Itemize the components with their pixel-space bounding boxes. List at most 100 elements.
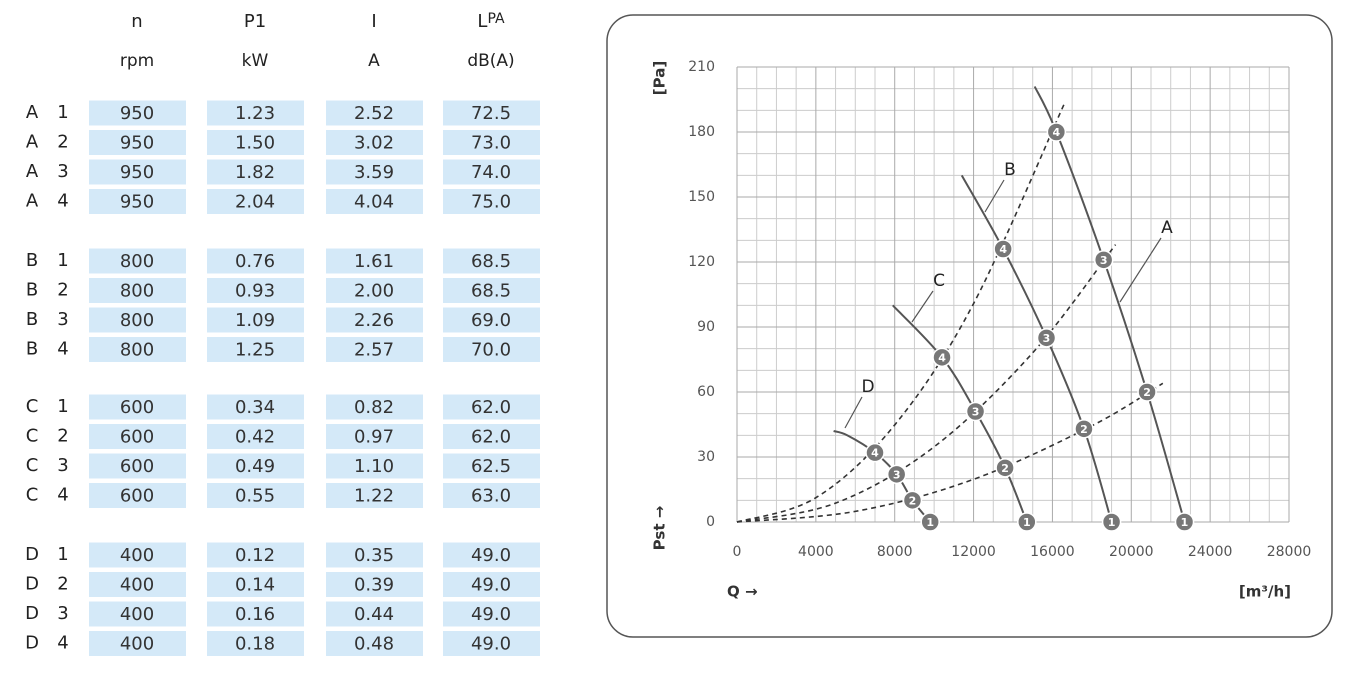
cell-value: 950: [120, 133, 154, 154]
cell-bg: [326, 601, 423, 627]
operating-point: [1101, 512, 1122, 532]
cell-bg: [89, 130, 186, 155]
cell-value: 800: [120, 340, 154, 361]
series-name: D: [861, 377, 874, 397]
row-number: 3: [57, 455, 68, 476]
point-label: 4: [1053, 126, 1061, 139]
cell-value: 62.5: [471, 456, 511, 477]
cell-bg: [326, 130, 423, 155]
cell-bg: [207, 572, 304, 597]
header-main: I: [371, 11, 376, 32]
cell-bg: [207, 337, 304, 362]
row-number: 3: [57, 161, 68, 182]
cell-value: 49.0: [471, 575, 511, 596]
cell-value: 1.61: [354, 251, 394, 272]
cell-value: 950: [120, 192, 154, 213]
cell-bg: [89, 424, 186, 449]
x-tick-label: 12000: [951, 544, 996, 560]
cell-value: 600: [120, 456, 154, 477]
cell-value: 950: [120, 103, 154, 124]
cell-value: 0.76: [235, 251, 275, 272]
cell-bg: [326, 394, 423, 420]
cell-value: 2.52: [354, 103, 394, 124]
cell-value: 63.0: [471, 486, 511, 507]
y-tick-label: 150: [688, 189, 715, 205]
cell-value: 0.82: [354, 397, 394, 418]
cell-value: 800: [120, 310, 154, 331]
cell-bg: [89, 159, 186, 185]
cell-value: 74.0: [471, 162, 511, 183]
column-header: LPA: [477, 11, 505, 32]
cell-value: 0.39: [354, 575, 394, 596]
cell-bg: [443, 483, 540, 508]
operating-point: [1017, 512, 1037, 532]
cell-bg: [326, 307, 423, 333]
cell-bg: [89, 100, 186, 126]
cell-bg: [207, 189, 304, 214]
cell-bg: [89, 394, 186, 420]
cell-bg: [89, 453, 186, 479]
cell-bg: [326, 100, 423, 126]
cell-bg: [326, 483, 423, 508]
cell-value: 0.14: [235, 575, 275, 596]
row-number: 3: [57, 309, 68, 330]
cell-bg: [89, 337, 186, 362]
cell-bg: [89, 572, 186, 597]
cell-value: 600: [120, 397, 154, 418]
cell-bg: [326, 453, 423, 479]
y-tick-label: 210: [688, 59, 715, 75]
cell-bg: [326, 424, 423, 449]
operating-point: [865, 442, 885, 463]
point-label: 2: [1080, 423, 1088, 436]
cell-value: 1.82: [235, 162, 275, 183]
group-label: D: [25, 633, 39, 654]
cell-value: 0.49: [235, 456, 275, 477]
x-axis-label: [m³/h]: [1239, 583, 1291, 601]
x-tick-label: 0: [733, 544, 742, 560]
cell-value: 69.0: [471, 310, 511, 331]
column-unit: rpm: [120, 51, 154, 71]
row-number: 4: [57, 633, 68, 654]
cell-value: 0.12: [235, 545, 275, 566]
y-axis-label: [Pa]: [651, 61, 669, 95]
point-label: 3: [1043, 332, 1051, 345]
group-label: B: [26, 339, 38, 360]
x-tick-label: 8000: [877, 544, 913, 560]
cell-bg: [443, 100, 540, 126]
row-number: 2: [57, 426, 68, 447]
cell-value: 2.00: [354, 281, 394, 302]
cell-value: 2.57: [354, 340, 394, 361]
cell-value: 0.35: [354, 545, 394, 566]
cell-value: 950: [120, 162, 154, 183]
point-label: 2: [1143, 386, 1151, 399]
cell-value: 4.04: [354, 192, 394, 213]
cell-value: 600: [120, 486, 154, 507]
cell-value: 49.0: [471, 604, 511, 625]
row-number: 1: [57, 102, 68, 123]
cell-bg: [207, 453, 304, 479]
cell-value: 1.22: [354, 486, 394, 507]
cell-bg: [89, 631, 186, 656]
point-label: 1: [1108, 516, 1116, 529]
cell-value: 400: [120, 634, 154, 655]
row-number: 4: [57, 485, 68, 506]
row-number: 1: [57, 250, 68, 271]
operating-point: [886, 464, 907, 485]
cell-bg: [207, 278, 304, 303]
cell-bg: [326, 278, 423, 303]
cell-bg: [89, 542, 186, 568]
cell-bg: [89, 483, 186, 508]
operating-point: [993, 239, 1013, 259]
point-label: 4: [871, 447, 879, 460]
cell-value: 400: [120, 604, 154, 625]
cell-bg: [443, 159, 540, 185]
cell-value: 0.55: [235, 486, 275, 507]
point-label: 2: [1001, 462, 1009, 475]
y-tick-label: 0: [706, 514, 715, 530]
column-header: I: [371, 11, 376, 32]
group-label: B: [26, 280, 38, 301]
operating-point: [1174, 512, 1195, 532]
point-label: 4: [999, 243, 1007, 256]
cell-value: 0.16: [235, 604, 275, 625]
